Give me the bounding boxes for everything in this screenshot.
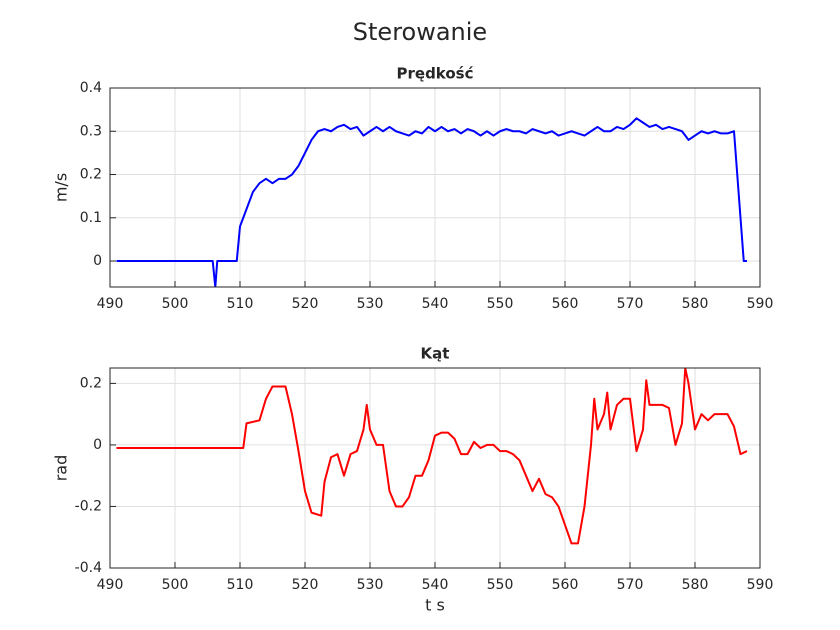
y-tick-label: 0 bbox=[93, 253, 102, 269]
y-tick-label: 0.3 bbox=[80, 123, 102, 139]
x-tick-label: 560 bbox=[552, 577, 579, 593]
x-tick-label: 560 bbox=[552, 296, 579, 312]
x-tick-label: 540 bbox=[422, 577, 449, 593]
y-axis-label: m/s bbox=[52, 173, 71, 202]
y-axis-label: rad bbox=[52, 455, 71, 482]
x-tick-label: 550 bbox=[487, 296, 514, 312]
subplot-title: Kąt bbox=[421, 345, 450, 363]
x-tick-label: 510 bbox=[227, 577, 254, 593]
x-axis-label: t s bbox=[425, 596, 445, 615]
x-tick-label: 580 bbox=[682, 577, 709, 593]
y-tick-label: 0.2 bbox=[80, 167, 102, 183]
x-tick-label: 490 bbox=[97, 577, 124, 593]
figure-title: Sterowanie bbox=[353, 18, 487, 46]
x-tick-label: 500 bbox=[162, 296, 189, 312]
x-tick-label: 550 bbox=[487, 577, 514, 593]
x-tick-label: 520 bbox=[292, 577, 319, 593]
x-tick-label: 510 bbox=[227, 296, 254, 312]
x-tick-label: 530 bbox=[357, 577, 384, 593]
y-tick-label: 0.2 bbox=[80, 375, 102, 391]
x-tick-label: 570 bbox=[617, 296, 644, 312]
x-tick-label: 570 bbox=[617, 577, 644, 593]
x-tick-label: 590 bbox=[747, 296, 774, 312]
x-tick-label: 500 bbox=[162, 577, 189, 593]
x-tick-label: 520 bbox=[292, 296, 319, 312]
data-line bbox=[116, 368, 748, 545]
axes-frame bbox=[109, 87, 761, 288]
y-tick-label: 0 bbox=[93, 437, 102, 453]
axes-frame bbox=[109, 367, 761, 569]
y-tick-label: 0.1 bbox=[80, 210, 102, 226]
x-tick-label: 590 bbox=[747, 577, 774, 593]
x-tick-label: 580 bbox=[682, 296, 709, 312]
x-tick-label: 540 bbox=[422, 296, 449, 312]
data-line bbox=[116, 117, 747, 287]
x-tick-label: 530 bbox=[357, 296, 384, 312]
subplot-title: Prędkość bbox=[397, 65, 474, 83]
y-tick-label: 0.4 bbox=[80, 80, 102, 96]
x-tick-label: 490 bbox=[97, 296, 124, 312]
y-tick-label: -0.4 bbox=[75, 560, 102, 576]
y-tick-label: -0.2 bbox=[75, 498, 102, 514]
